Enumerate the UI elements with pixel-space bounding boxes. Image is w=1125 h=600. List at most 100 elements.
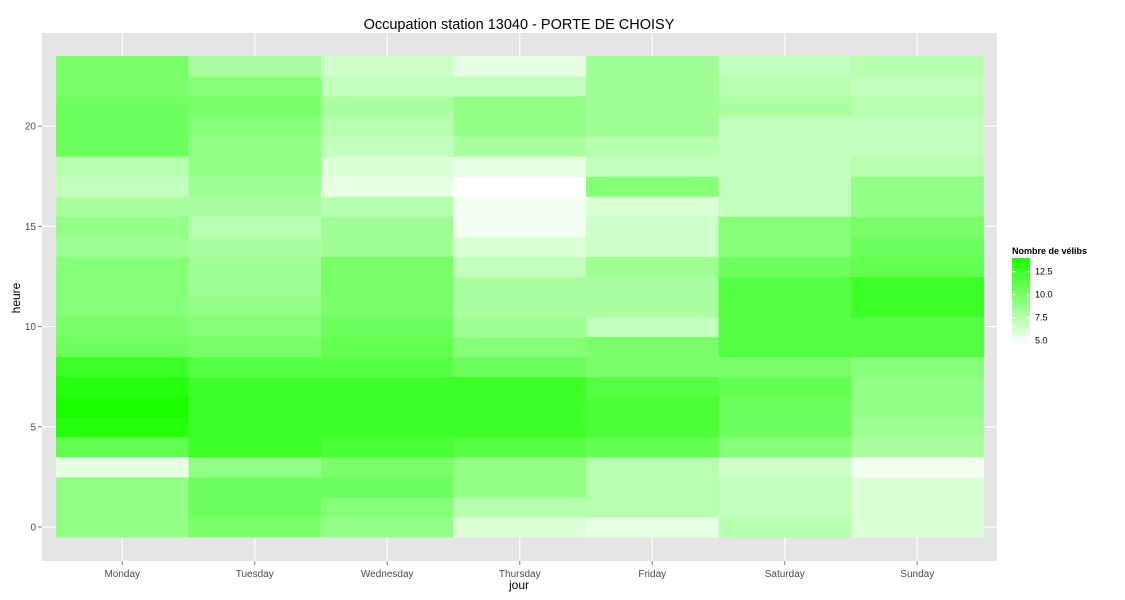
heatmap-tile	[453, 196, 587, 217]
heatmap-tile	[188, 456, 322, 478]
heatmap-tile	[718, 456, 852, 478]
heatmap-tile	[718, 216, 852, 237]
heatmap-tiles	[56, 56, 984, 538]
heatmap-tile	[453, 236, 587, 257]
heatmap-tile	[586, 56, 719, 77]
legend-label: 10.0	[1035, 290, 1053, 300]
heatmap-tile	[851, 176, 984, 197]
heatmap-tile	[321, 216, 454, 237]
heatmap-tile	[586, 476, 719, 498]
heatmap-tile	[851, 316, 984, 338]
heatmap-tile	[851, 56, 984, 77]
heatmap-tile	[851, 256, 984, 277]
heatmap-tile	[188, 356, 322, 378]
heatmap-tile	[56, 396, 189, 418]
heatmap-tile	[851, 456, 984, 478]
heatmap-tile	[851, 136, 984, 157]
heatmap-tile	[56, 196, 189, 217]
heatmap-tile	[321, 156, 454, 177]
heatmap-tile	[453, 456, 587, 478]
heatmap-tile	[453, 176, 587, 197]
heatmap-tile	[718, 376, 852, 398]
heatmap-tile	[321, 476, 454, 498]
heatmap-tile	[453, 136, 587, 157]
heatmap-tile	[851, 336, 984, 358]
heatmap-tile	[56, 356, 189, 378]
heatmap-tile	[188, 116, 322, 137]
heatmap-tile	[851, 356, 984, 378]
legend-title: Nombre de vélibs	[1012, 246, 1087, 256]
heatmap-tile	[453, 156, 587, 177]
heatmap-tile	[453, 396, 587, 418]
x-tick-label: Monday	[104, 569, 140, 580]
heatmap-tile	[718, 56, 852, 77]
heatmap-tile	[453, 516, 587, 538]
heatmap-tile	[56, 216, 189, 237]
x-tick-label: Thursday	[499, 569, 541, 580]
heatmap-tile	[188, 376, 322, 398]
heatmap-tile	[586, 136, 719, 157]
heatmap-tile	[586, 436, 719, 458]
heatmap-tile	[718, 256, 852, 277]
heatmap-tile	[851, 396, 984, 418]
heatmap-tile	[586, 376, 719, 398]
heatmap-tile	[188, 476, 322, 498]
heatmap-tile	[321, 116, 454, 137]
heatmap-tile	[718, 476, 852, 498]
heatmap-tile	[453, 376, 587, 398]
heatmap-tile	[851, 296, 984, 318]
heatmap-tile	[453, 256, 587, 277]
legend-label: 5.0	[1035, 335, 1048, 345]
heatmap-tile	[718, 336, 852, 358]
heatmap-tile	[718, 116, 852, 137]
heatmap-tile	[851, 76, 984, 97]
heatmap-tile	[586, 516, 719, 538]
heatmap-tile	[321, 496, 454, 518]
heatmap-tile	[718, 316, 852, 338]
heatmap-tile	[586, 296, 719, 318]
heatmap-tile	[321, 56, 454, 77]
y-tick-label: 20	[25, 122, 37, 133]
heatmap-tile	[718, 496, 852, 518]
heatmap-tile	[453, 356, 587, 378]
heatmap-tile	[56, 496, 189, 518]
heatmap-tile	[718, 516, 852, 538]
heatmap-tile	[321, 336, 454, 358]
heatmap-tile	[851, 496, 984, 518]
legend: Nombre de vélibs 5.0 7.5 10.0 12.5	[1012, 246, 1087, 345]
heatmap-tile	[56, 456, 189, 478]
heatmap-tile	[188, 416, 322, 438]
heatmap-tile	[453, 316, 587, 338]
heatmap-tile	[586, 356, 719, 378]
heatmap-tile	[56, 56, 189, 77]
heatmap-tile	[453, 96, 587, 117]
heatmap-tile	[453, 496, 587, 518]
heatmap-tile	[321, 456, 454, 478]
x-tick-label: Sunday	[900, 569, 934, 580]
heatmap-tile	[586, 496, 719, 518]
y-axis-title: heure	[9, 282, 23, 313]
heatmap-tile	[586, 116, 719, 137]
heatmap-tile	[851, 476, 984, 498]
heatmap-tile	[188, 76, 322, 97]
heatmap-tile	[56, 436, 189, 458]
heatmap-tile	[321, 356, 454, 378]
heatmap-tile	[188, 336, 322, 358]
x-tick-label: Tuesday	[236, 569, 274, 580]
heatmap-tile	[321, 516, 454, 538]
heatmap-tile	[56, 236, 189, 257]
heatmap-tile	[453, 416, 587, 438]
heatmap-tile	[321, 236, 454, 257]
heatmap-tile	[321, 316, 454, 338]
heatmap-tile	[321, 296, 454, 318]
heatmap-tile	[586, 216, 719, 237]
heatmap-tile	[188, 396, 322, 418]
y-tick-label: 15	[25, 222, 37, 233]
y-axis-ticks: 0 5 10 15 20	[25, 122, 42, 533]
heatmap-tile	[718, 136, 852, 157]
x-axis-title: jour	[508, 578, 529, 592]
heatmap-tile	[321, 416, 454, 438]
heatmap-tile	[56, 416, 189, 438]
heatmap-tile	[718, 356, 852, 378]
heatmap-tile	[188, 496, 322, 518]
